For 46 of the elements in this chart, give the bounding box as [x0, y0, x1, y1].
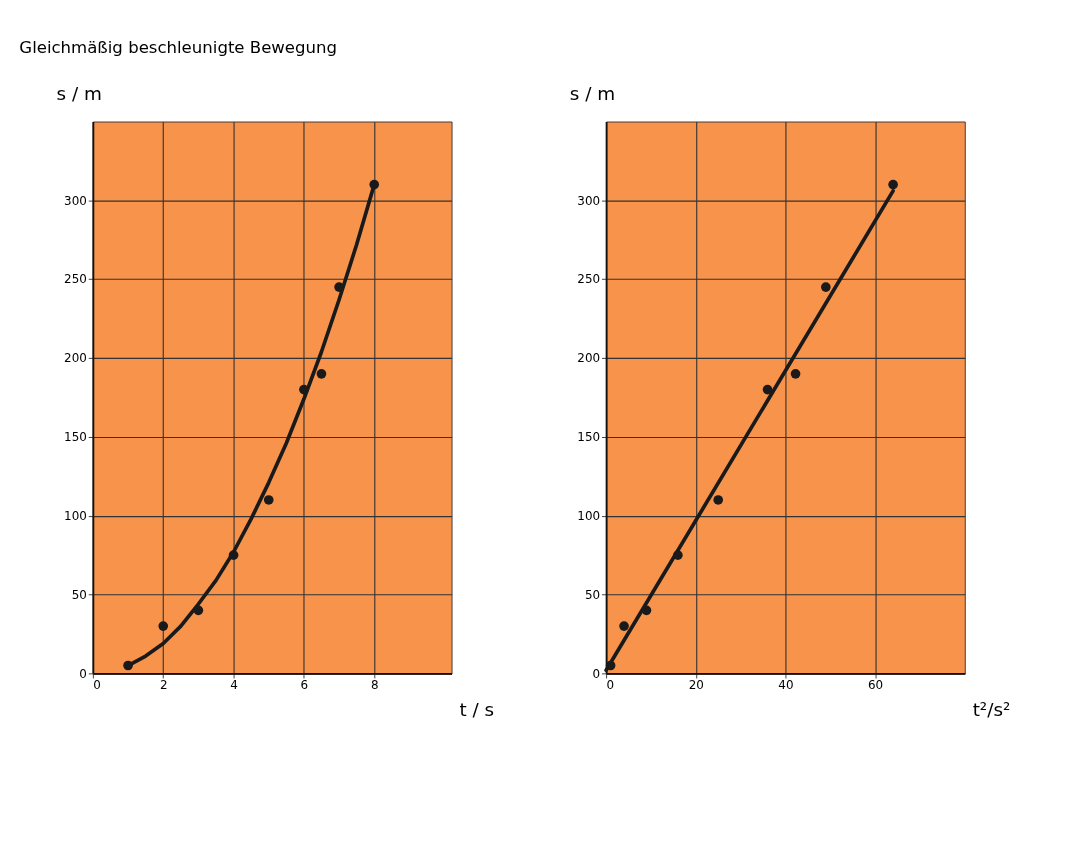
x-tick-label: 20	[688, 678, 704, 693]
x-tick-label: 4	[230, 678, 238, 693]
point	[762, 384, 773, 395]
y-tick-label: 200	[577, 351, 601, 366]
y-tick-label: 150	[64, 430, 87, 445]
y-axis-title: s / m	[569, 82, 616, 104]
point	[193, 605, 204, 616]
chart-title: Gleichmäßig beschleunigte Bewegung	[19, 38, 338, 58]
point	[713, 495, 724, 505]
x-tick-label: 0	[93, 678, 101, 693]
point	[263, 495, 274, 505]
y-tick-label: 150	[577, 430, 601, 445]
point	[790, 369, 801, 379]
point	[158, 621, 169, 631]
point	[299, 384, 309, 395]
y-tick-label: 250	[64, 272, 87, 287]
point	[641, 605, 652, 616]
x-tick-label: 60	[868, 678, 884, 693]
y-tick-label: 200	[64, 351, 87, 366]
y-axis-title: s / m	[56, 82, 102, 104]
x-tick-label: 2	[159, 678, 168, 693]
y-tick-label: 50	[584, 587, 601, 602]
y-tick-label: 50	[71, 587, 87, 602]
point	[605, 660, 616, 671]
x-axis-title: t / s	[459, 699, 495, 721]
point	[228, 550, 239, 560]
point	[619, 621, 629, 631]
y-tick-label: 300	[64, 193, 87, 208]
point	[821, 282, 831, 292]
y-tick-label: 100	[64, 508, 87, 523]
x-tick-label: 0	[606, 678, 615, 693]
y-tick-label: 0	[592, 666, 601, 681]
point	[673, 550, 683, 560]
x-axis-title: t²/s²	[972, 699, 1011, 721]
point	[334, 282, 344, 292]
y-tick-label: 250	[577, 272, 601, 287]
point	[888, 179, 898, 190]
y-tick-label: 0	[79, 666, 87, 681]
x-tick-label: 6	[300, 678, 309, 693]
point	[123, 660, 133, 671]
y-tick-label: 300	[577, 193, 601, 208]
y-tick-label: 100	[577, 508, 601, 523]
point	[316, 369, 327, 379]
x-tick-label: 8	[370, 678, 379, 693]
point	[369, 179, 380, 190]
x-tick-label: 40	[778, 678, 794, 693]
